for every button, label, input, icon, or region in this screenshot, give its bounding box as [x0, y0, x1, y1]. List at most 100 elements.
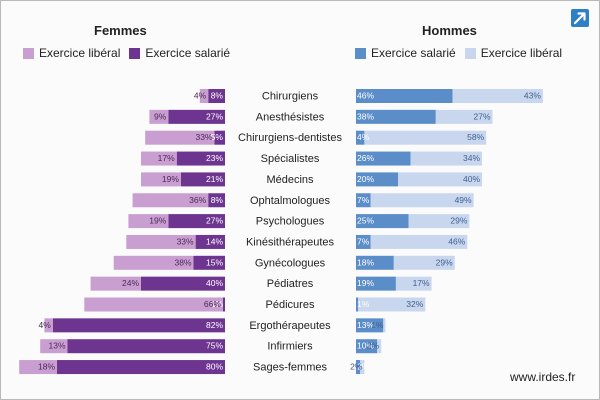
women-salaried-value: 27% [206, 216, 223, 226]
women-salaried-value: 5% [211, 132, 224, 142]
men-legend-liberal: Exercice libéral [480, 46, 563, 60]
category-label: Kinésithérapeutes [246, 236, 335, 248]
men-salaried-bar [356, 151, 411, 166]
category-label: Ophtalmologues [250, 195, 331, 207]
men-salaried-value: 20% [357, 174, 374, 184]
women-liberal-value: 4% [194, 91, 207, 101]
men-salaried-value: 1% [357, 299, 370, 309]
men-liberal-bar [410, 151, 482, 166]
women-legend-salaried: Exercice salarié [145, 46, 231, 60]
women-liberal-bar [84, 297, 223, 312]
women-salaried-bar [168, 214, 225, 229]
men-panel-title: Hommes [422, 23, 477, 38]
men-liberal-value: 17% [413, 278, 430, 288]
women-salaried-bar [195, 234, 225, 249]
men-liberal-bar [364, 130, 487, 145]
men-salaried-swatch [355, 47, 366, 59]
men-salaried-bar [356, 89, 453, 103]
men-salaried-value: 2% [357, 362, 370, 372]
men-legend: Exercice salarié Exercice libéral [355, 46, 571, 60]
men-salaried-bar [356, 297, 359, 312]
men-salaried-bar [356, 130, 365, 145]
women-salaried-bar [52, 318, 225, 333]
men-salaried-bar [356, 109, 436, 124]
category-label: Sages-femmes [253, 362, 327, 374]
men-salaried-bar [356, 339, 377, 354]
women-salaried-bar [180, 172, 225, 187]
women-salaried-value: 27% [206, 111, 223, 121]
women-liberal-bar [141, 172, 181, 187]
women-legend-liberal: Exercice libéral [39, 46, 121, 60]
women-salaried-value: 8% [211, 91, 224, 101]
women-liberal-value: 33% [177, 236, 194, 246]
women-salaried-value: 15% [206, 257, 223, 267]
women-liberal-value: 38% [174, 257, 191, 267]
men-liberal-bar [435, 109, 493, 124]
women-liberal-bar [149, 109, 169, 124]
men-liberal-value: 29% [450, 216, 467, 226]
women-liberal-bar [19, 360, 57, 375]
women-salaried-bar [193, 255, 225, 270]
men-salaried-value: 19% [357, 278, 374, 288]
women-liberal-value: 33% [195, 132, 212, 142]
women-salaried-value: 75% [206, 341, 223, 351]
women-liberal-value: 4% [39, 320, 52, 330]
women-liberal-bar [199, 89, 209, 103]
men-salaried-value: 10% [357, 341, 374, 351]
women-salaried-bar [222, 297, 225, 312]
men-salaried-bar [356, 255, 394, 270]
men-salaried-value: 13% [357, 320, 374, 330]
men-salaried-value: 7% [357, 236, 370, 246]
men-liberal-bar [393, 255, 455, 270]
men-liberal-bar [395, 276, 432, 291]
watermark: www.irdes.fr [510, 370, 576, 384]
women-salaried-value: 8% [211, 195, 224, 205]
men-liberal-value: 40% [463, 174, 480, 184]
men-liberal-bar [370, 234, 468, 249]
category-label: Ergothérapeutes [249, 320, 331, 332]
women-liberal-bar [145, 130, 215, 145]
men-liberal-bar [358, 297, 426, 312]
category-label: Psychologues [256, 216, 325, 228]
category-label: Pédicures [266, 299, 315, 311]
women-salaried-bar [208, 193, 225, 208]
women-legend: Exercice libéral Exercice salarié [23, 46, 239, 60]
men-liberal-bar [408, 214, 470, 229]
women-salaried-value: 14% [206, 236, 223, 246]
women-liberal-value: 9% [154, 111, 167, 121]
men-liberal-value: 27% [473, 111, 490, 121]
men-legend-salaried: Exercice salarié [371, 46, 456, 60]
women-salaried-bar [214, 130, 225, 145]
men-liberal-bar [452, 89, 543, 103]
category-label: Chirurgiens [262, 91, 319, 103]
men-liberal-value: 43% [524, 91, 541, 101]
men-salaried-value: 7% [357, 195, 370, 205]
expand-button[interactable] [571, 9, 589, 27]
men-liberal-bar [377, 339, 382, 354]
women-liberal-swatch [23, 47, 34, 59]
women-salaried-bar [208, 89, 225, 103]
men-salaried-bar [356, 172, 398, 187]
men-liberal-value: 2% [367, 341, 380, 351]
women-liberal-value: 19% [149, 216, 166, 226]
men-salaried-value: 38% [357, 111, 374, 121]
women-salaried-value: 80% [206, 362, 223, 372]
women-liberal-value: 66% [204, 299, 221, 309]
women-liberal-value: 19% [162, 174, 179, 184]
women-liberal-bar [126, 234, 196, 249]
women-liberal-value: 36% [189, 195, 206, 205]
women-liberal-value: 18% [38, 362, 55, 372]
women-panel-title: Femmes [94, 23, 147, 38]
men-salaried-bar [356, 360, 361, 375]
men-salaried-value: 18% [357, 257, 374, 267]
men-liberal-value: 29% [436, 257, 453, 267]
women-salaried-bar [168, 109, 225, 124]
men-liberal-value: 32% [406, 299, 423, 309]
women-salaried-swatch [129, 47, 141, 59]
men-salaried-bar [356, 234, 371, 249]
men-liberal-bar [383, 318, 386, 333]
category-label: Médecins [266, 174, 314, 186]
men-liberal-value: 46% [448, 236, 465, 246]
men-salaried-bar [356, 318, 384, 333]
